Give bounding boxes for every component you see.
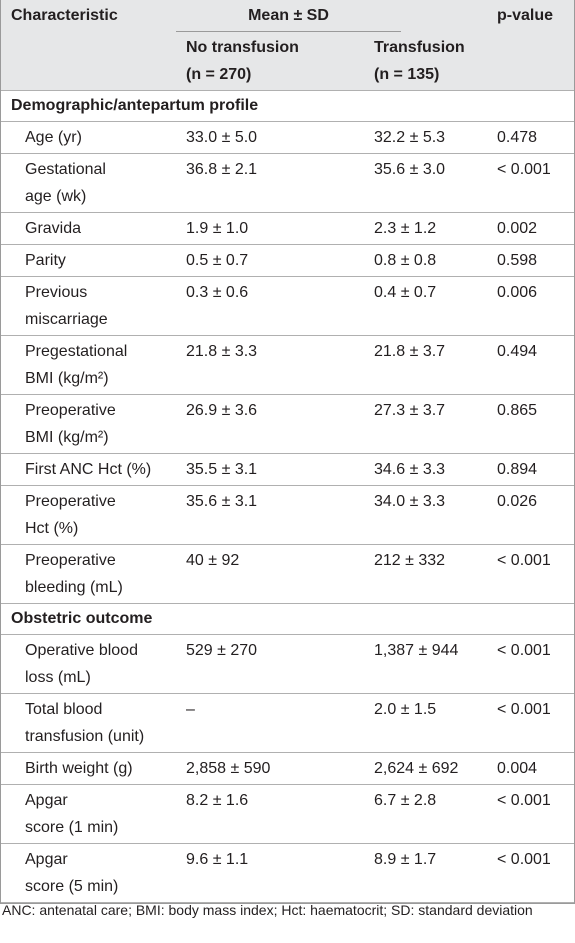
header-cell: Transfusion (n = 135): [374, 39, 465, 83]
table-cell: 0.478: [497, 129, 538, 146]
table-cell: 27.3 ± 3.7: [374, 402, 446, 419]
table-cell: Apgar score (5 min): [25, 851, 119, 895]
table-cell: Age (yr): [25, 129, 82, 146]
table-cell: Preoperative bleeding (mL): [25, 552, 123, 596]
table-cell: < 0.001: [497, 552, 551, 569]
header-cell: [1, 32, 176, 90]
table-cell: 0.494: [497, 343, 538, 360]
table-cell: 2,858 ± 590: [186, 760, 271, 777]
table-cell: < 0.001: [497, 701, 551, 718]
table-cell: 9.6 ± 1.1: [186, 851, 249, 868]
table-row: Preoperative Hct (%) 35.6 ± 3.1 34.0 ± 3.3…: [1, 486, 574, 545]
table-row: Total blood transfusion (unit) – 2.0 ± 1.5…: [1, 694, 574, 753]
table-row: Apgar score (5 min) 9.6 ± 1.1 8.9 ± 1.7 < 0…: [1, 844, 574, 903]
table-cell: < 0.001: [497, 851, 551, 868]
table-cell: Birth weight (g): [25, 760, 133, 777]
table-cell: Pregestational BMI (kg/m²): [25, 343, 128, 387]
table-cell: 0.002: [497, 220, 538, 237]
header-row: No transfusion (n = 270) Transfusion (n …: [1, 32, 574, 91]
table-cell: 26.9 ± 3.6: [186, 402, 258, 419]
table-cell: 35.6 ± 3.0: [374, 161, 446, 178]
table-cell: < 0.001: [497, 792, 551, 809]
table-cell: 8.2 ± 1.6: [186, 792, 249, 809]
header-row: Characteristic Mean ± SD p-value: [1, 0, 574, 32]
table-row: First ANC Hct (%) 35.5 ± 3.1 34.6 ± 3.3 0.8…: [1, 454, 574, 486]
table: Characteristic Mean ± SD p-value No tran…: [0, 0, 575, 904]
table-cell: Preoperative BMI (kg/m²): [25, 402, 116, 446]
table-cell: 21.8 ± 3.7: [374, 343, 446, 360]
section-title: Obstetric outcome: [1, 604, 574, 635]
table-header: Characteristic Mean ± SD p-value No tran…: [1, 0, 574, 91]
header-cell: p-value: [497, 7, 554, 24]
table-cell: 32.2 ± 5.3: [374, 129, 446, 146]
header-cell: Mean ± SD: [176, 0, 401, 32]
table-cell: Gestational age (wk): [25, 161, 106, 205]
table-cell: 35.6 ± 3.1: [186, 493, 258, 510]
table-row: Previous miscarriage 0.3 ± 0.6 0.4 ± 0.7 0.…: [1, 277, 574, 336]
table-cell: 0.026: [497, 493, 538, 510]
table-cell: 2.0 ± 1.5: [374, 701, 437, 718]
table-row: Parity 0.5 ± 0.7 0.8 ± 0.8 0.598: [1, 245, 574, 277]
table-cell: Operative blood loss (mL): [25, 642, 138, 686]
table-cell: 36.8 ± 2.1: [186, 161, 258, 178]
table-row: Age (yr) 33.0 ± 5.0 32.2 ± 5.3 0.478: [1, 122, 574, 154]
table-row: Gravida 1.9 ± 1.0 2.3 ± 1.2 0.002: [1, 213, 574, 245]
table-cell: 0.004: [497, 760, 538, 777]
table-cell: 0.8 ± 0.8: [374, 252, 437, 269]
table-cell: Apgar score (1 min): [25, 792, 119, 836]
table-cell: 0.4 ± 0.7: [374, 284, 437, 301]
table-cell: Parity: [25, 252, 66, 269]
table-cell: 0.5 ± 0.7: [186, 252, 249, 269]
footnote: ANC: antenatal care; BMI: body mass inde…: [2, 902, 533, 918]
table-row: Preoperative bleeding (mL) 40 ± 92 212 ± 3…: [1, 545, 574, 604]
table-row: Pregestational BMI (kg/m²) 21.8 ± 3.3 21.8…: [1, 336, 574, 395]
table-cell: 0.894: [497, 461, 538, 478]
table-cell: < 0.001: [497, 161, 551, 178]
table-cell: Total blood transfusion (unit): [25, 701, 145, 745]
table-cell: Previous miscarriage: [25, 284, 108, 328]
table-row: Gestational age (wk) 36.8 ± 2.1 35.6 ± 3.0…: [1, 154, 574, 213]
table-cell: Gravida: [25, 220, 82, 237]
table-cell: 1.9 ± 1.0: [186, 220, 249, 237]
header-cell: No transfusion (n = 270): [186, 39, 299, 83]
table-cell: 0.865: [497, 402, 538, 419]
table-cell: 8.9 ± 1.7: [374, 851, 437, 868]
section-title: Demographic/antepartum profile: [1, 91, 574, 122]
table-cell: 529 ± 270: [186, 642, 258, 659]
table-cell: 0.006: [497, 284, 538, 301]
table-cell: 2,624 ± 692: [374, 760, 459, 777]
table-cell: < 0.001: [497, 642, 551, 659]
table-row: Apgar score (1 min) 8.2 ± 1.6 6.7 ± 2.8 < 0…: [1, 785, 574, 844]
table-cell: 21.8 ± 3.3: [186, 343, 258, 360]
table-cell: 6.7 ± 2.8: [374, 792, 437, 809]
table-cell: 212 ± 332: [374, 552, 446, 569]
table-row: Preoperative BMI (kg/m²) 26.9 ± 3.6 27.3 ±…: [1, 395, 574, 454]
table-cell: 34.6 ± 3.3: [374, 461, 446, 478]
header-cell: Characteristic: [11, 7, 118, 24]
table-cell: 40 ± 92: [186, 552, 240, 569]
table-cell: 1,387 ± 944: [374, 642, 459, 659]
table-cell: 34.0 ± 3.3: [374, 493, 446, 510]
table-body: Demographic/antepartum profile Age (yr) 33…: [1, 91, 574, 903]
table-cell: First ANC Hct (%): [25, 461, 152, 478]
table-cell: 0.3 ± 0.6: [186, 284, 249, 301]
table-cell: 33.0 ± 5.0: [186, 129, 258, 146]
table-cell: 35.5 ± 3.1: [186, 461, 258, 478]
table-cell: 2.3 ± 1.2: [374, 220, 437, 237]
table-row: Birth weight (g) 2,858 ± 590 2,624 ± 692 0.…: [1, 753, 574, 785]
table-cell: –: [186, 701, 195, 718]
table-row: Operative blood loss (mL) 529 ± 270 1,387 …: [1, 635, 574, 694]
table-cell: Preoperative Hct (%): [25, 493, 116, 537]
header-cell: [487, 32, 574, 90]
table-cell: 0.598: [497, 252, 538, 269]
